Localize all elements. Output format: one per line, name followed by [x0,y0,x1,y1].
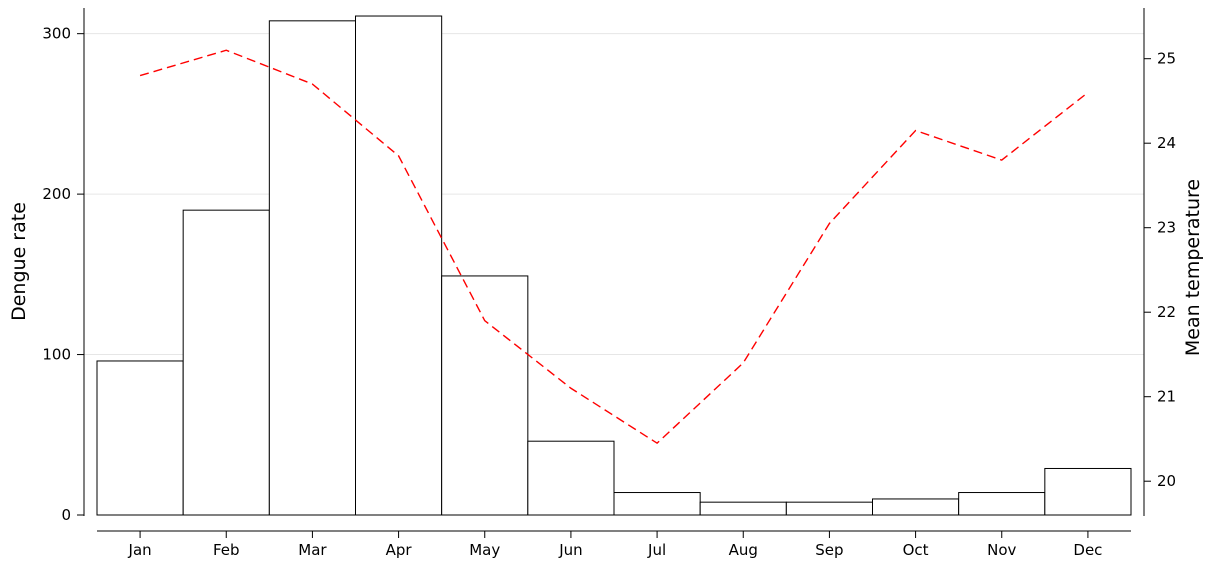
bar-dec [1044,467,1132,516]
x-tick-label: Jul [647,541,666,559]
bar-feb [182,209,270,516]
bar-nov [958,492,1046,516]
y-tick-label-left: 100 [42,346,71,364]
x-tick-label: Nov [987,541,1016,559]
axes: 0 100 200 300 20 21 22 23 24 25 Jan Feb Mar Apr May Jun… [42,8,1176,559]
bar-sep [785,501,873,516]
y-tick-label-left: 200 [42,185,71,203]
y-axis-title-left: Dengue rate [8,202,30,321]
x-tick-label: Dec [1073,541,1102,559]
y-tick-label-right: 23 [1157,219,1176,237]
bar-jun [527,440,615,516]
x-tick-label: Sep [815,541,843,559]
x-tick-label: Jun [558,541,582,559]
x-tick-label: Jan [128,541,152,559]
y-tick-label-right: 25 [1157,50,1176,68]
bars [96,15,1132,516]
bar-oct [872,498,960,516]
x-tick-label: Feb [213,541,240,559]
bar-apr [355,15,443,516]
y-tick-label-left: 300 [42,25,71,43]
y-tick-label-right: 21 [1157,388,1176,406]
y-tick-label-right: 20 [1157,472,1176,490]
x-tick-label: Oct [903,541,929,559]
y-tick-label-left: 0 [61,506,71,524]
x-tick-label: May [469,541,500,559]
bar-may [441,275,529,516]
bar-mar [268,20,357,516]
bar-jul [613,492,701,516]
bar-aug [699,501,787,516]
y-tick-label-right: 22 [1157,303,1176,321]
bar-jan [96,360,184,516]
y-axis-title-right: Mean temperature [1182,179,1204,356]
x-tick-label: Mar [298,541,327,559]
x-tick-label: Apr [386,541,413,559]
x-tick-label: Aug [729,541,758,559]
y-tick-label-right: 24 [1157,134,1176,152]
